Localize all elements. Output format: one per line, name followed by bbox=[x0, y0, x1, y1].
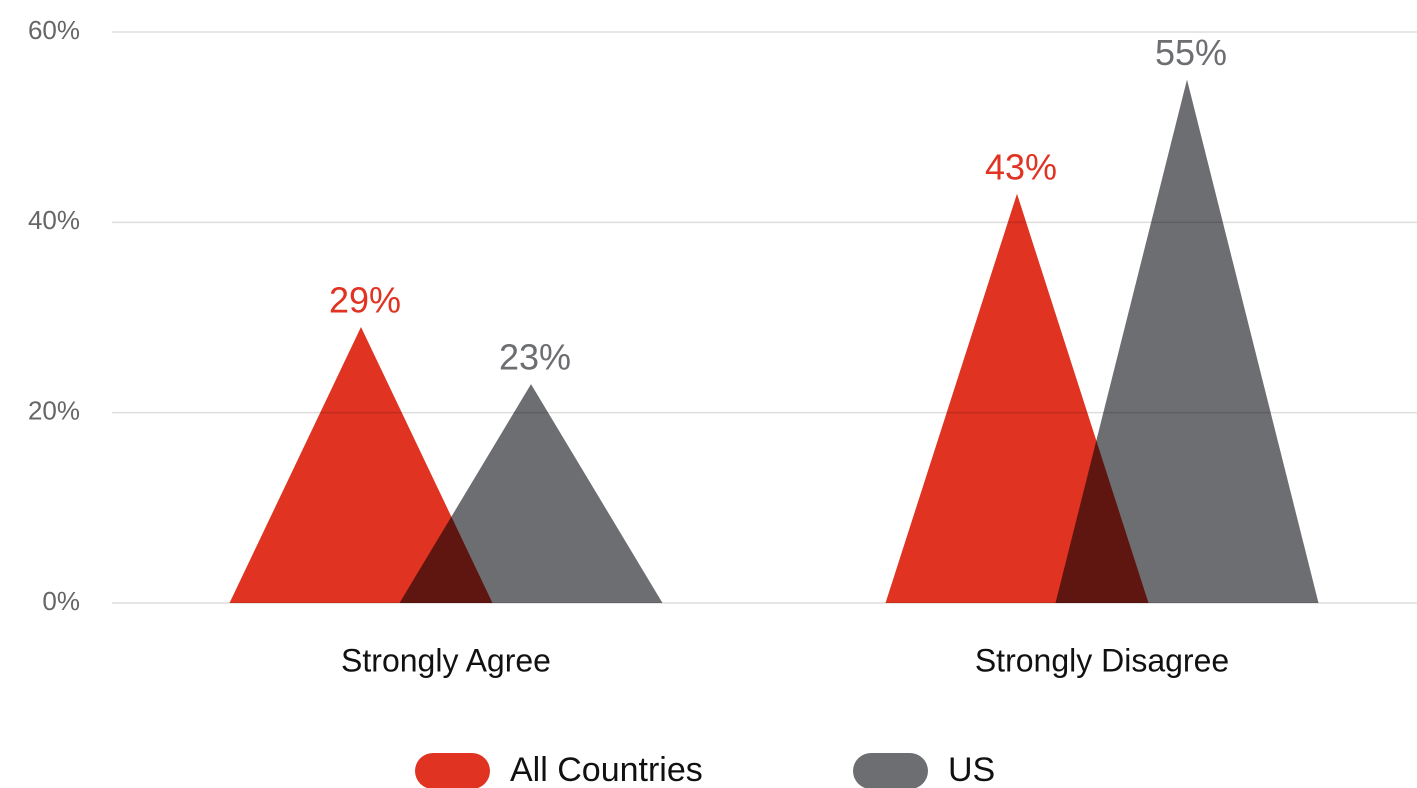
x-tick-label: Strongly Disagree bbox=[975, 642, 1229, 678]
value-label: 29% bbox=[329, 280, 401, 321]
y-tick-label: 40% bbox=[28, 205, 80, 235]
value-label: 55% bbox=[1155, 32, 1227, 73]
x-tick-label: Strongly Agree bbox=[341, 642, 551, 678]
triangle-bar bbox=[399, 384, 663, 603]
legend-label: All Countries bbox=[510, 751, 703, 788]
legend-label: US bbox=[948, 751, 995, 788]
triangle-bar bbox=[229, 327, 493, 603]
y-tick-label: 60% bbox=[28, 15, 80, 45]
triangle-bar bbox=[1055, 79, 1319, 604]
legend-swatch bbox=[853, 753, 928, 788]
value-label: 43% bbox=[985, 146, 1057, 187]
y-tick-label: 0% bbox=[42, 586, 80, 616]
y-tick-label: 20% bbox=[28, 396, 80, 426]
legend-swatch bbox=[415, 753, 490, 788]
value-label: 23% bbox=[499, 337, 571, 378]
